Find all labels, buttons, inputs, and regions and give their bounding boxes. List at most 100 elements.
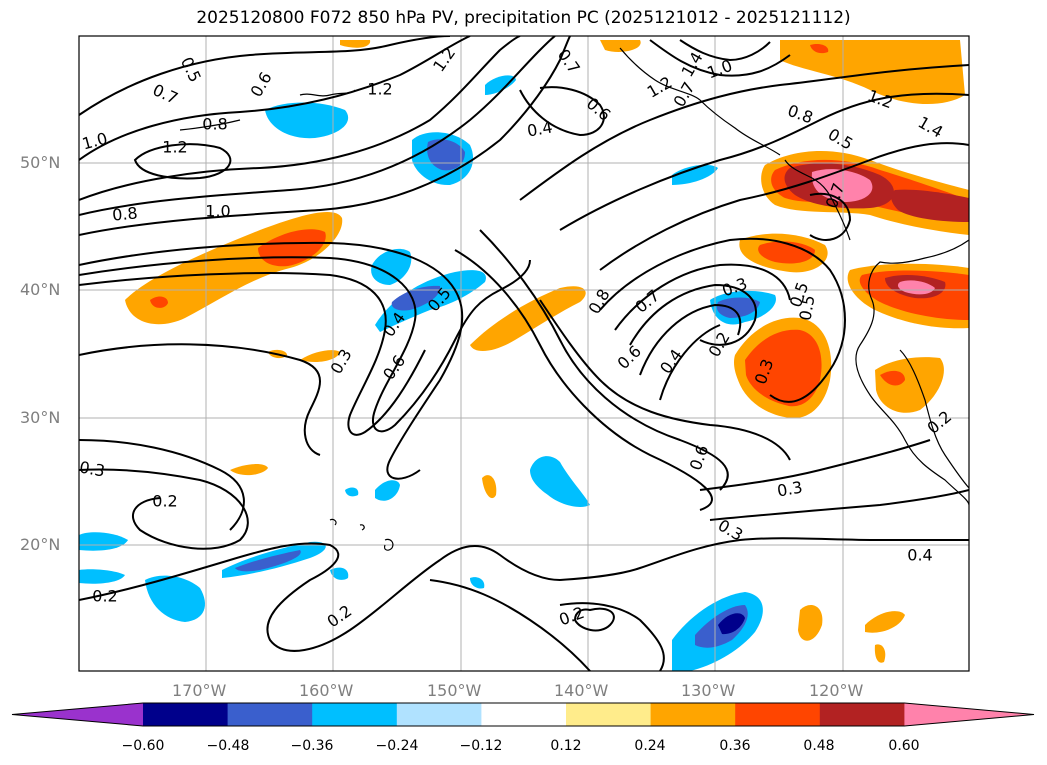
contour-label: 0.2 [92,587,117,606]
contour-label: 0.4 [907,546,932,565]
precip-positive-area [875,357,944,413]
colorbar-segment [566,703,652,726]
colorbar-segment [143,703,229,726]
lon-tick-label: 140°W [554,681,609,700]
colorbar-segment [650,703,736,726]
precip-positive-area [300,350,340,363]
precip-positive-area [745,329,822,407]
precip-positive-area [891,189,969,222]
precip-negative-area [718,613,745,635]
precip-negative-area [530,456,590,507]
colorbar-segment [819,703,905,726]
precip-negative-area [716,297,760,318]
precip-positive-area [482,475,497,499]
colorbar-segment [735,703,821,726]
precip-negative-area [79,569,125,584]
colorbar [11,702,1035,727]
colorbar-tick-label: −0.36 [290,738,334,754]
lon-tick-label: 130°W [681,681,736,700]
contour-label: 0.6 [247,69,276,101]
precip-negative-area [79,532,128,551]
precip-positive-area [758,241,815,264]
precip-negative-area [470,577,485,589]
precip-negative-area [672,164,718,185]
colorbar-tick-label: 0.36 [719,738,751,754]
colorbar-segment [396,703,482,726]
precip-positive-area [897,280,935,295]
lat-tick-label: 20°N [20,535,61,554]
precip-negative-area [375,270,486,332]
contour-label: 1.0 [80,129,110,154]
contour-label: 0.5 [825,125,857,154]
contour-label: 0.8 [202,115,227,134]
precip-positive-area [150,296,168,308]
contour-label: 0.4 [526,117,554,140]
precip-positive-area [230,464,268,476]
colorbar-tick-label: −0.48 [206,738,250,754]
colorbar-tick-label: −0.12 [459,738,503,754]
contour-label: 0.5 [795,294,818,322]
contour-label: 1.0 [205,202,230,221]
contour-label: 0.8 [111,203,138,224]
colorbar-segment [481,703,567,726]
precip-negative-area [375,480,400,501]
precip-negative-area [265,102,349,139]
map-title: 2025120800 F072 850 hPa PV, precipitatio… [196,8,851,28]
precip-positive-area [880,370,905,386]
lat-tick-label: 30°N [20,408,61,427]
colorbar-extend-min [12,703,143,726]
contour-label: 0.7 [670,79,699,111]
colorbar-extend-max [904,703,1034,726]
contour-label: 1.2 [429,44,459,76]
precip-positive-area [810,43,829,54]
colorbar-tick-label: 0.24 [634,738,666,754]
lon-tick-label: 120°W [809,681,864,700]
contour-label: 0.2 [324,601,356,631]
lat-tick-label: 40°N [20,280,61,299]
colorbar-segment [227,703,313,726]
precip-negative-area [345,487,359,497]
lon-tick-label: 170°W [172,681,227,700]
contour-label: 0.2 [556,603,586,630]
map-frame [78,35,970,672]
contour-label: 1.2 [162,138,187,157]
precip-negative-area [330,567,349,580]
precip-negative-area [145,575,205,622]
contour-label: 1.4 [915,113,947,142]
precip-positive-area [600,40,641,52]
contour-label: 0.6 [379,352,409,384]
precip-negative-area [391,285,441,311]
lon-tick-label: 150°W [427,681,482,700]
contour-label: 0.5 [177,54,205,85]
precip-negative-area [235,550,301,572]
precip-positive-area [470,286,586,352]
map-panel [79,36,969,671]
colorbar-tick-label: −0.60 [121,738,165,754]
coastlines [179,47,969,551]
precip-positive-area [798,605,823,641]
precip-positive-area [874,644,886,663]
colorbar-tick-label: −0.24 [375,738,419,754]
contour-label: 0.6 [614,342,645,373]
contour-label: 1.2 [367,80,392,99]
contour-label: 0.2 [152,492,177,511]
precip-positive-area [780,40,965,105]
precip-positive-area [865,611,905,633]
contour-label: 0.4 [656,346,686,378]
colorbar-tick-label: 0.48 [803,738,835,754]
colorbar-tick-label: 0.60 [888,738,920,754]
contour-label: 0.8 [785,101,815,128]
colorbar-tick-label: 0.12 [550,738,582,754]
precip-positive-area [340,40,371,48]
colorbar-segment [312,703,398,726]
contour-label: 0.2 [705,329,734,361]
lat-tick-label: 50°N [20,153,61,172]
contour-label: 0.3 [78,457,106,480]
precip-negative-area [371,248,412,285]
contour-label: 0.7 [554,46,584,78]
lon-tick-label: 160°W [299,681,354,700]
contour-label: 0.3 [776,477,804,500]
precip-negative-area [485,75,516,95]
colorbar-outline [11,702,1035,727]
